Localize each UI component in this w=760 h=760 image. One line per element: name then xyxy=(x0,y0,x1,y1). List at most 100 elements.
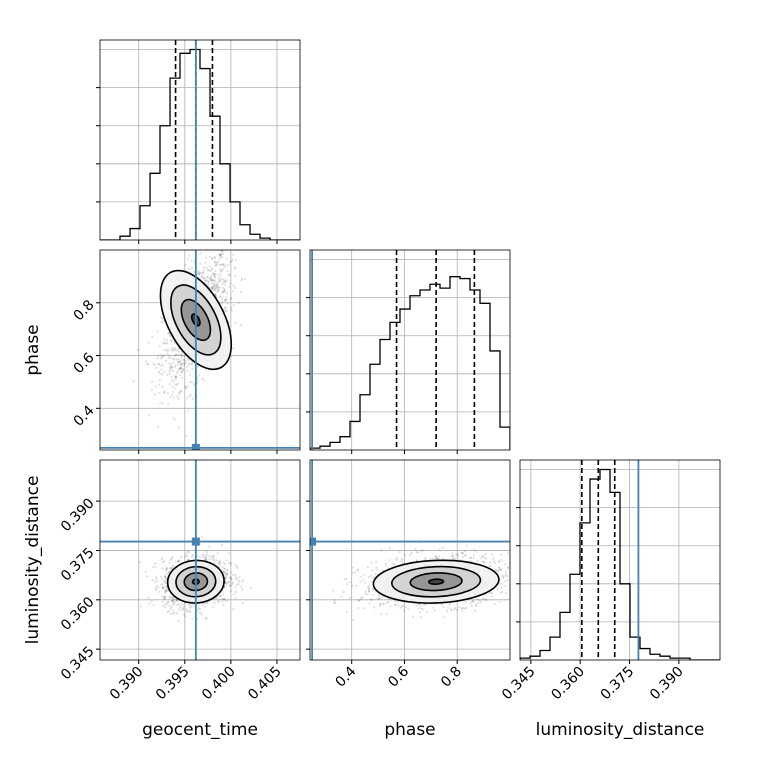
scatter-point xyxy=(201,553,204,556)
scatter-point xyxy=(170,356,173,360)
scatter-point xyxy=(220,250,223,253)
scatter-point xyxy=(213,601,216,605)
scatter-point xyxy=(191,363,194,366)
scatter-point xyxy=(206,269,209,272)
scatter-point xyxy=(202,269,205,272)
contour-line xyxy=(180,298,212,342)
contour-line xyxy=(166,559,225,604)
scatter-point xyxy=(451,557,454,560)
scatter-point xyxy=(226,568,229,571)
scatter-point xyxy=(211,257,214,260)
scatter-point xyxy=(352,619,355,622)
scatter-point xyxy=(167,609,170,612)
scatter-point xyxy=(206,553,209,557)
panel-phase-vs-luminosity_distance: 0.4 0.6 0.8 phase xyxy=(306,459,547,740)
scatter-point xyxy=(167,601,170,604)
scatter-point xyxy=(186,609,189,612)
scatter-point xyxy=(225,257,228,260)
scatter-point xyxy=(496,588,499,591)
scatter-point xyxy=(155,585,158,588)
scatter-point xyxy=(182,358,185,361)
scatter-point xyxy=(225,295,228,298)
x-axis-title: geocent_time xyxy=(142,720,258,740)
scatter-point xyxy=(176,361,180,364)
scatter-point xyxy=(442,616,445,619)
scatter-point xyxy=(205,245,207,247)
scatter-point xyxy=(233,573,237,576)
scatter-point xyxy=(229,260,232,263)
scatter-point xyxy=(178,609,181,612)
scatter-point xyxy=(217,599,220,602)
scatter-point xyxy=(177,367,180,370)
scatter-point xyxy=(228,584,231,587)
panel-geocent_time xyxy=(96,39,301,244)
scatter-point xyxy=(213,272,216,275)
scatter-point xyxy=(215,559,218,562)
scatter-point xyxy=(404,606,408,609)
scatter-point xyxy=(206,275,209,278)
scatter-point xyxy=(219,263,222,266)
scatter-point xyxy=(218,257,221,260)
scatter-point xyxy=(169,596,172,599)
scatter-point xyxy=(184,385,187,388)
scatter-point xyxy=(217,289,220,292)
scatter-point xyxy=(218,295,221,298)
scatter-point xyxy=(513,595,515,597)
scatter-point xyxy=(210,278,213,282)
scatter-point xyxy=(188,611,191,614)
scatter-point xyxy=(183,359,186,362)
scatter-point xyxy=(451,555,454,558)
scatter-point xyxy=(470,604,473,608)
scatter-point xyxy=(207,557,210,560)
scatter-point xyxy=(506,579,509,582)
scatter-point xyxy=(179,390,182,393)
scatter-point xyxy=(177,559,181,562)
scatter-point xyxy=(233,593,236,596)
scatter-point xyxy=(229,577,232,580)
scatter-point xyxy=(193,270,196,274)
scatter-point xyxy=(545,566,547,568)
scatter-point xyxy=(380,549,383,552)
scatter-point xyxy=(172,396,175,399)
scatter-point xyxy=(382,603,386,606)
scatter-point xyxy=(249,586,252,590)
scatter-point xyxy=(217,595,220,598)
scatter-point xyxy=(204,605,207,608)
x-tick-label: 0.360 xyxy=(548,664,588,704)
scatter-point xyxy=(464,600,467,604)
scatter-point xyxy=(170,365,174,369)
contour-line xyxy=(175,565,217,598)
scatter-point xyxy=(169,338,173,341)
scatter-point xyxy=(177,426,180,429)
scatter-point xyxy=(331,589,334,592)
scatter-point xyxy=(220,256,224,259)
scatter-point xyxy=(166,392,169,395)
scatter-point xyxy=(497,569,500,572)
scatter-point xyxy=(189,381,192,384)
scatter-point xyxy=(178,604,181,608)
scatter-point xyxy=(215,264,218,267)
scatter-point xyxy=(216,286,219,289)
y-axis-title: luminosity_distance xyxy=(23,476,43,645)
scatter-point xyxy=(165,584,168,587)
scatter-point xyxy=(180,352,184,355)
scatter-point xyxy=(236,566,239,570)
scatter-point xyxy=(357,599,360,602)
scatter-point xyxy=(158,590,161,593)
scatter-point xyxy=(196,555,199,558)
scatter-point xyxy=(207,269,210,272)
scatter-point xyxy=(474,604,477,607)
scatter-point xyxy=(523,592,525,594)
scatter-point xyxy=(231,573,234,577)
scatter-point xyxy=(500,586,503,589)
scatter-point xyxy=(174,348,177,351)
scatter-point xyxy=(345,577,348,581)
scatter-point xyxy=(375,566,378,569)
scatter-point xyxy=(232,581,235,584)
scatter-point xyxy=(221,263,224,266)
scatter-point xyxy=(170,596,174,599)
scatter-point xyxy=(173,347,176,350)
scatter-point xyxy=(422,608,425,611)
scatter-point xyxy=(181,608,184,611)
scatter-point xyxy=(197,611,200,614)
